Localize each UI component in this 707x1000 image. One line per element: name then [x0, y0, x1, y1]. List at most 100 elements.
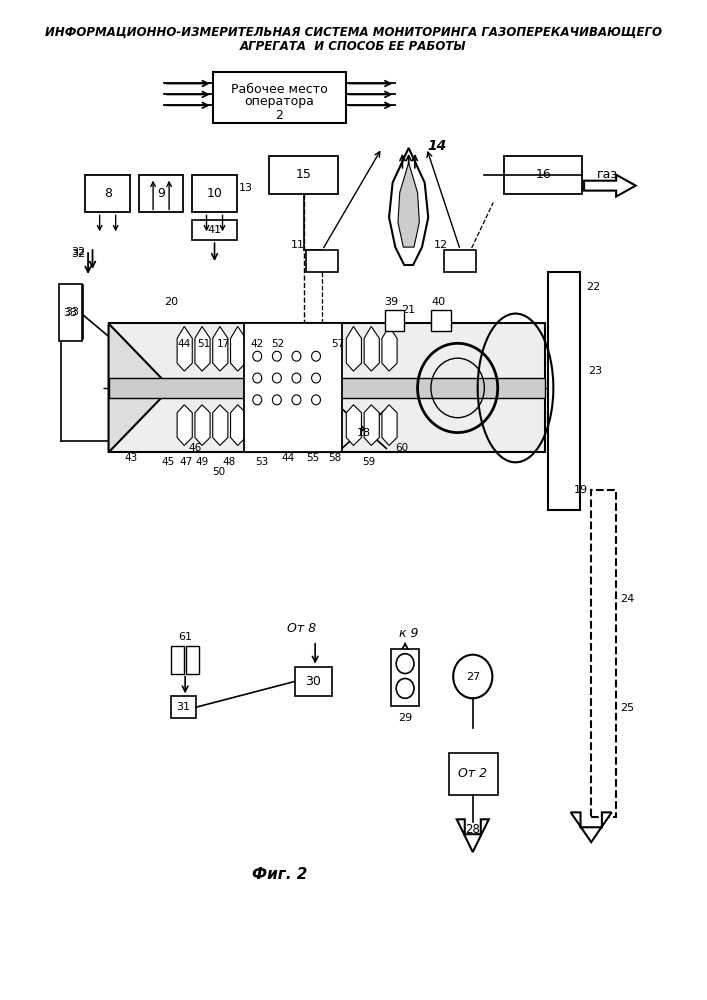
Polygon shape [382, 405, 397, 445]
Bar [192, 175, 237, 212]
Text: 43: 43 [124, 453, 137, 463]
Polygon shape [346, 405, 361, 445]
Text: 13: 13 [239, 183, 252, 193]
Text: 14: 14 [428, 139, 447, 153]
Text: От 2: От 2 [458, 767, 487, 780]
Text: 45: 45 [162, 457, 175, 467]
Text: 29: 29 [398, 713, 412, 723]
Text: 42: 42 [251, 339, 264, 349]
Text: 33: 33 [63, 308, 77, 318]
Text: 32: 32 [71, 247, 86, 257]
Bar [306, 250, 339, 272]
Polygon shape [213, 405, 228, 445]
Bar [171, 696, 196, 718]
Text: 16: 16 [535, 168, 551, 181]
Text: 19: 19 [573, 485, 588, 495]
Text: 53: 53 [255, 457, 269, 467]
Text: 31: 31 [176, 702, 190, 712]
Bar [244, 323, 342, 452]
Text: Рабочее место: Рабочее место [231, 83, 328, 96]
Polygon shape [248, 326, 264, 371]
Text: 20: 20 [164, 297, 178, 307]
Text: 24: 24 [620, 594, 634, 604]
Text: 47: 47 [180, 457, 192, 467]
Bar [385, 310, 404, 331]
Polygon shape [302, 326, 317, 371]
Polygon shape [266, 326, 281, 371]
Bar [186, 646, 199, 674]
Text: 46: 46 [188, 443, 201, 453]
Text: АГРЕГАТА  И СПОСОБ ЕЕ РАБОТЫ: АГРЕГАТА И СПОСОБ ЕЕ РАБОТЫ [240, 40, 467, 53]
Polygon shape [364, 405, 379, 445]
Bar [549, 272, 580, 510]
Bar [86, 175, 130, 212]
Bar [109, 323, 545, 452]
Text: Фиг. 2: Фиг. 2 [252, 867, 308, 882]
Text: 21: 21 [402, 305, 416, 315]
Text: 17: 17 [217, 339, 230, 349]
Polygon shape [195, 405, 210, 445]
Polygon shape [248, 405, 264, 445]
Text: 41: 41 [207, 225, 221, 235]
Text: 25: 25 [620, 703, 634, 713]
Polygon shape [177, 326, 192, 371]
Text: ИНФОРМАЦИОННО-ИЗМЕРИТЕЛЬНАЯ СИСТЕМА МОНИТОРИНГА ГАЗОПЕРЕКАЧИВАЮЩЕГО: ИНФОРМАЦИОННО-ИЗМЕРИТЕЛЬНАЯ СИСТЕМА МОНИ… [45, 25, 662, 38]
Text: 58: 58 [328, 453, 341, 463]
Text: 61: 61 [178, 632, 192, 642]
Polygon shape [346, 326, 361, 371]
Bar [62, 285, 83, 339]
Polygon shape [320, 326, 334, 371]
Bar [171, 646, 185, 674]
Bar [444, 250, 477, 272]
Text: От 8: От 8 [287, 622, 316, 635]
Polygon shape [230, 405, 246, 445]
Polygon shape [195, 326, 210, 371]
Polygon shape [398, 163, 419, 247]
Text: 33: 33 [65, 307, 79, 317]
Bar [139, 175, 183, 212]
Text: 50: 50 [212, 467, 226, 477]
Text: 60: 60 [395, 443, 408, 453]
Text: 44: 44 [282, 453, 295, 463]
Text: 51: 51 [197, 339, 211, 349]
Text: 18: 18 [357, 428, 371, 438]
Text: 8: 8 [104, 187, 112, 200]
Text: 48: 48 [222, 457, 235, 467]
Text: 11: 11 [291, 240, 304, 250]
Polygon shape [389, 148, 428, 265]
Text: 2: 2 [276, 109, 284, 122]
Bar [504, 156, 583, 194]
Text: 10: 10 [206, 187, 223, 200]
Text: 23: 23 [589, 366, 603, 376]
Text: 40: 40 [431, 297, 445, 307]
Polygon shape [457, 819, 489, 852]
Bar [192, 220, 237, 240]
Text: 22: 22 [586, 282, 600, 292]
Bar [449, 753, 498, 795]
Text: 9: 9 [157, 187, 165, 200]
Text: 15: 15 [296, 168, 312, 181]
Polygon shape [571, 812, 612, 842]
Text: к 9: к 9 [399, 627, 419, 640]
Text: 55: 55 [306, 453, 319, 463]
Bar [269, 156, 339, 194]
Polygon shape [320, 405, 334, 445]
Text: 12: 12 [433, 240, 448, 250]
Text: 57: 57 [331, 339, 344, 349]
Text: 27: 27 [466, 672, 480, 682]
Polygon shape [109, 323, 171, 452]
Text: 39: 39 [385, 297, 399, 307]
Bar [591, 490, 616, 817]
Polygon shape [382, 326, 397, 371]
Text: 30: 30 [305, 675, 321, 688]
Polygon shape [364, 326, 379, 371]
Bar [109, 378, 545, 398]
Text: газ: газ [597, 168, 618, 181]
Text: 32: 32 [71, 249, 86, 259]
Text: 44: 44 [177, 339, 191, 349]
Bar [431, 310, 450, 331]
Polygon shape [302, 405, 317, 445]
Bar [59, 284, 82, 341]
Text: 59: 59 [362, 457, 375, 467]
Polygon shape [284, 405, 299, 445]
